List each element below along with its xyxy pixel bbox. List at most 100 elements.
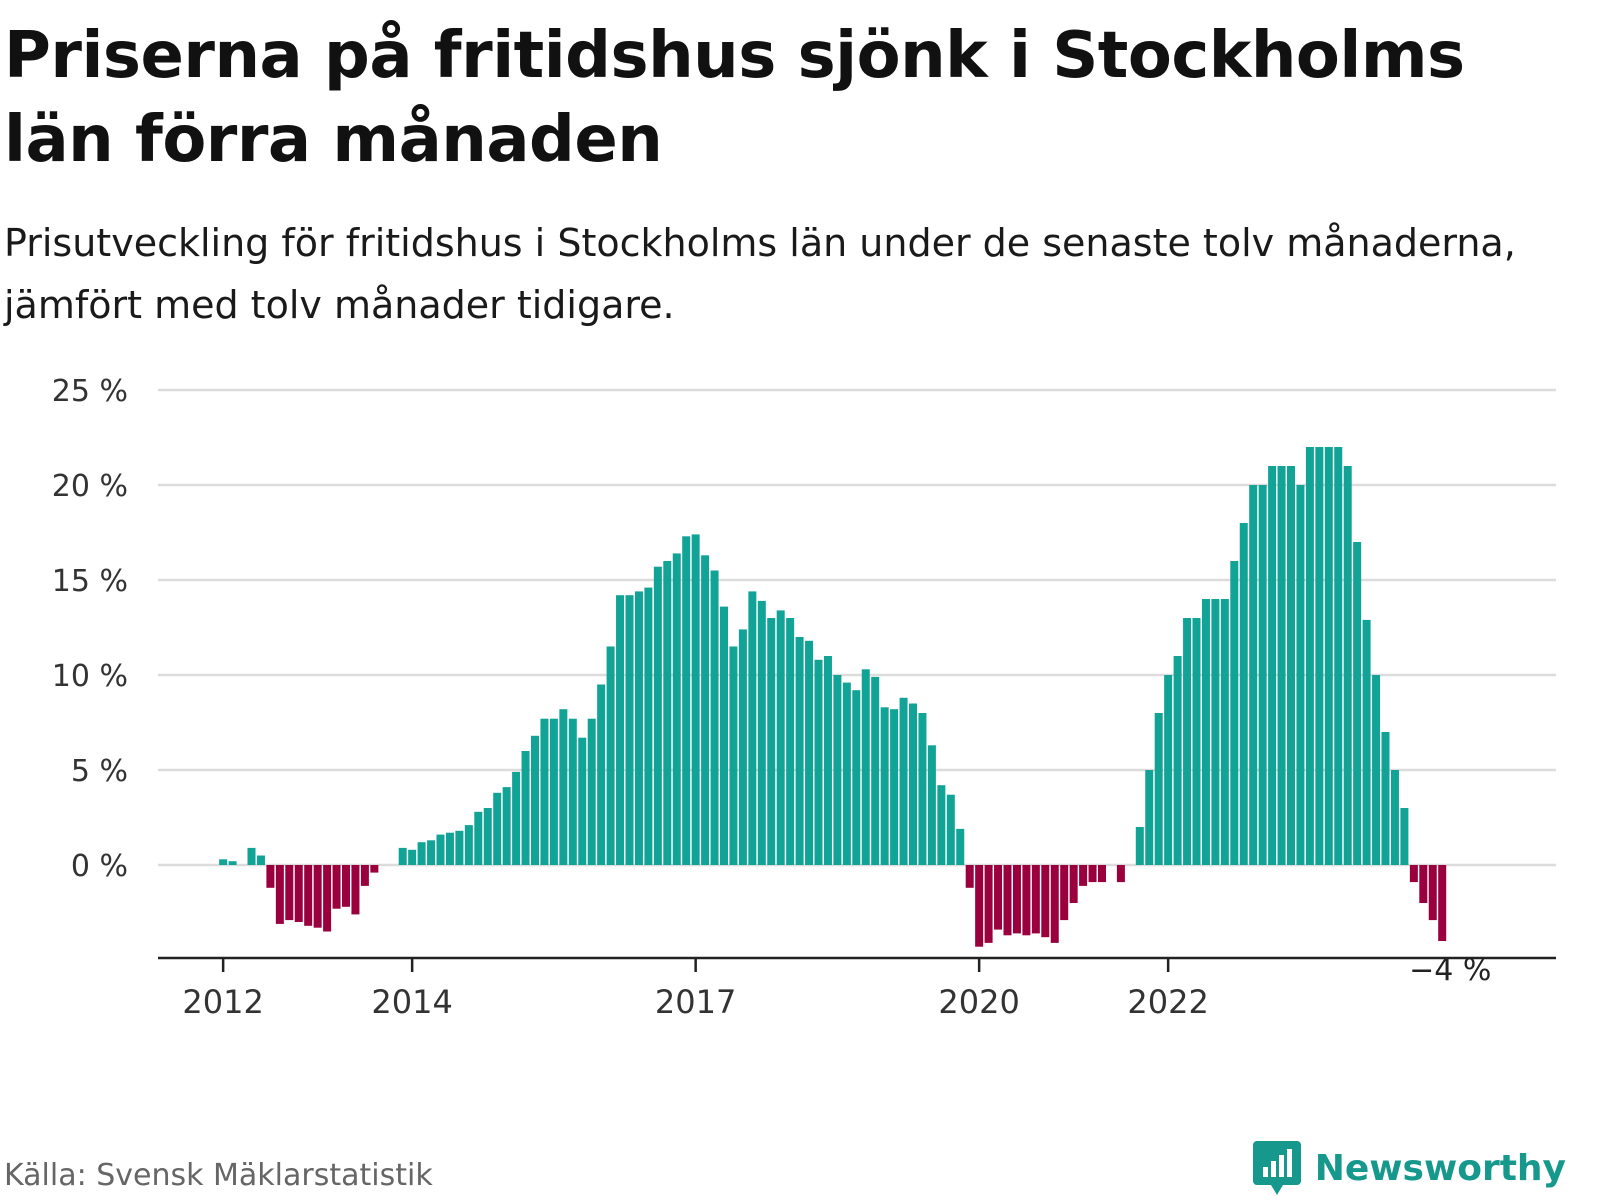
y-tick-label: 20 % (52, 469, 128, 504)
bar-positive (1145, 770, 1154, 865)
bar-positive (890, 709, 899, 865)
bar-negative (313, 865, 322, 928)
bar-positive (805, 640, 814, 865)
bar-negative (965, 865, 974, 888)
bar-negative (304, 865, 313, 926)
y-tick-label: 10 % (52, 659, 128, 694)
bar-positive (521, 751, 530, 865)
bar-positive (445, 832, 454, 865)
bar-positive (880, 707, 889, 865)
bar-negative (975, 865, 984, 947)
bar-negative (1041, 865, 1050, 938)
bar-positive (1173, 656, 1182, 865)
y-tick-label: 15 % (52, 564, 128, 599)
bar-negative (332, 865, 341, 909)
bar-negative (1069, 865, 1078, 903)
bar-positive (427, 840, 436, 865)
bar-positive (1220, 599, 1229, 865)
bar-positive (1164, 675, 1173, 865)
bar-negative (1438, 865, 1447, 941)
chart-subtitle: Prisutveckling för fritidshus i Stockhol… (4, 221, 1516, 327)
bar-positive (776, 610, 785, 865)
bar-negative (1098, 865, 1106, 883)
bar-positive (1258, 485, 1267, 865)
bar-negative (1079, 865, 1088, 886)
bar-negative (294, 865, 303, 922)
bar-positive (842, 682, 851, 865)
bar-positive (408, 849, 417, 865)
bar-positive (493, 792, 502, 865)
bar-negative (342, 865, 350, 907)
bar-positive (568, 718, 577, 865)
bar-negative (351, 865, 360, 915)
bar-negative (1003, 865, 1012, 936)
bar-positive (1239, 523, 1248, 865)
bar-positive (1372, 675, 1381, 865)
bar-negative (1031, 865, 1040, 934)
bar-positive (436, 834, 445, 865)
bar-negative (360, 865, 369, 886)
bar-positive (738, 629, 747, 865)
bar-positive (502, 787, 511, 865)
x-tick-label: 2017 (655, 983, 736, 1021)
bar-negative (1060, 865, 1069, 921)
source-note: Källa: Svensk Mäklarstatistik (4, 1158, 433, 1193)
bar-positive (653, 566, 662, 865)
bar-positive (549, 718, 558, 865)
x-tick-label: 2014 (371, 983, 452, 1021)
bar-positive (1390, 770, 1399, 865)
bar-positive (483, 808, 492, 865)
bar-positive (464, 825, 473, 865)
bar-positive (1135, 827, 1144, 865)
bar-positive (823, 656, 832, 865)
bar-positive (701, 555, 710, 865)
bar-negative (1116, 865, 1125, 883)
bar-positive (606, 646, 615, 865)
bar-positive (786, 618, 795, 865)
bar-positive (455, 830, 464, 865)
y-axis-ticks: 0 % 5 % 10 % 15 % 20 % 25 % (52, 374, 128, 884)
bar-positive (833, 675, 842, 865)
bar-positive (1381, 732, 1390, 865)
bar-positive (587, 718, 596, 865)
bar-negative (1012, 865, 1021, 934)
x-tick-label: 2012 (182, 983, 263, 1021)
bar-chart: 0 %5 %10 %15 %20 %25 % 2012 2014 2017 2020 2… (52, 374, 1556, 1021)
bar-positive (1400, 808, 1409, 865)
bar-positive (918, 713, 927, 865)
bar-positive (531, 735, 539, 865)
bar-negative (1419, 865, 1428, 903)
bar-positive (1277, 466, 1286, 865)
bar-positive (1192, 618, 1201, 865)
brand-logo[interactable]: Newsworthy (1252, 1141, 1566, 1195)
y-tick-label: 5 % (71, 754, 128, 789)
bar-positive (1249, 485, 1258, 865)
bar-positive (956, 828, 965, 865)
bar-positive (1305, 447, 1314, 865)
bar-positive (1362, 619, 1371, 865)
bar-positive (691, 534, 700, 865)
bar-positive (871, 676, 880, 865)
bar-positive (398, 847, 407, 865)
bar-negative (266, 865, 275, 888)
bar-negative (1022, 865, 1031, 936)
y-tick-label: 25 % (52, 374, 128, 409)
bar-positive (729, 646, 738, 865)
bar-positive (625, 595, 634, 865)
bar-positive (852, 690, 861, 865)
bar-positive (1287, 466, 1295, 865)
bar-negative (1088, 865, 1097, 883)
bar-positive (909, 703, 917, 865)
bar-positive (256, 855, 265, 865)
bar-positive (559, 709, 568, 865)
x-tick-label: 2020 (938, 983, 1019, 1021)
bar-positive (1154, 713, 1163, 865)
bar-positive (1353, 542, 1362, 865)
bar-positive (757, 600, 766, 865)
bar-positive (1183, 618, 1192, 865)
bar-positive (682, 536, 691, 865)
bar-positive (1315, 447, 1324, 865)
bar-positive (767, 618, 776, 865)
bar-positive (616, 595, 625, 865)
bar-negative (1409, 865, 1418, 883)
